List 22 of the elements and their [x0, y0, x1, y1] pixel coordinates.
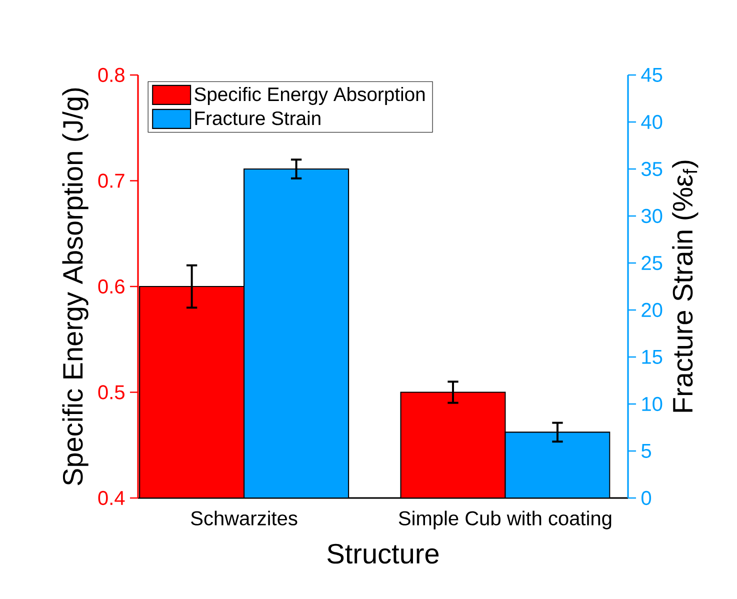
legend-label: Fracture Strain [195, 110, 320, 126]
y2-tick-label: 45 [641, 68, 662, 82]
x-axis-title: Structure [327, 544, 439, 564]
y-tick-label: 0.4 [98, 490, 125, 506]
x-tick-label: Simple Cub with coating [398, 510, 612, 530]
x-tick-label: Schwarzites [191, 510, 298, 526]
y2-tick-label: 25 [642, 256, 662, 270]
y-tick-label: 0.7 [98, 174, 124, 188]
y-axis-title: Specific Energy Absorption (J/g) [62, 88, 88, 486]
y-tick-label: 0.8 [98, 68, 124, 82]
y-tick-label: 0.6 [98, 279, 124, 294]
y2-tick-label: 35 [641, 162, 662, 176]
y2-tick-label: 30 [641, 208, 662, 224]
y2-tick-label: 40 [641, 114, 662, 130]
y2-tick-label: 20 [642, 302, 662, 318]
y2-tick-label: 15 [642, 350, 662, 364]
y2-tick-label: 0 [642, 490, 652, 506]
y2-axis-title: Fracture Strain (%ε$_{f}$) [672, 160, 698, 412]
legend-label: Specific Energy Absorption [194, 86, 425, 105]
y2-tick-label: 10 [642, 396, 662, 412]
y-tick-label: 0.5 [98, 385, 124, 400]
y2-tick-label: 5 [642, 444, 652, 458]
